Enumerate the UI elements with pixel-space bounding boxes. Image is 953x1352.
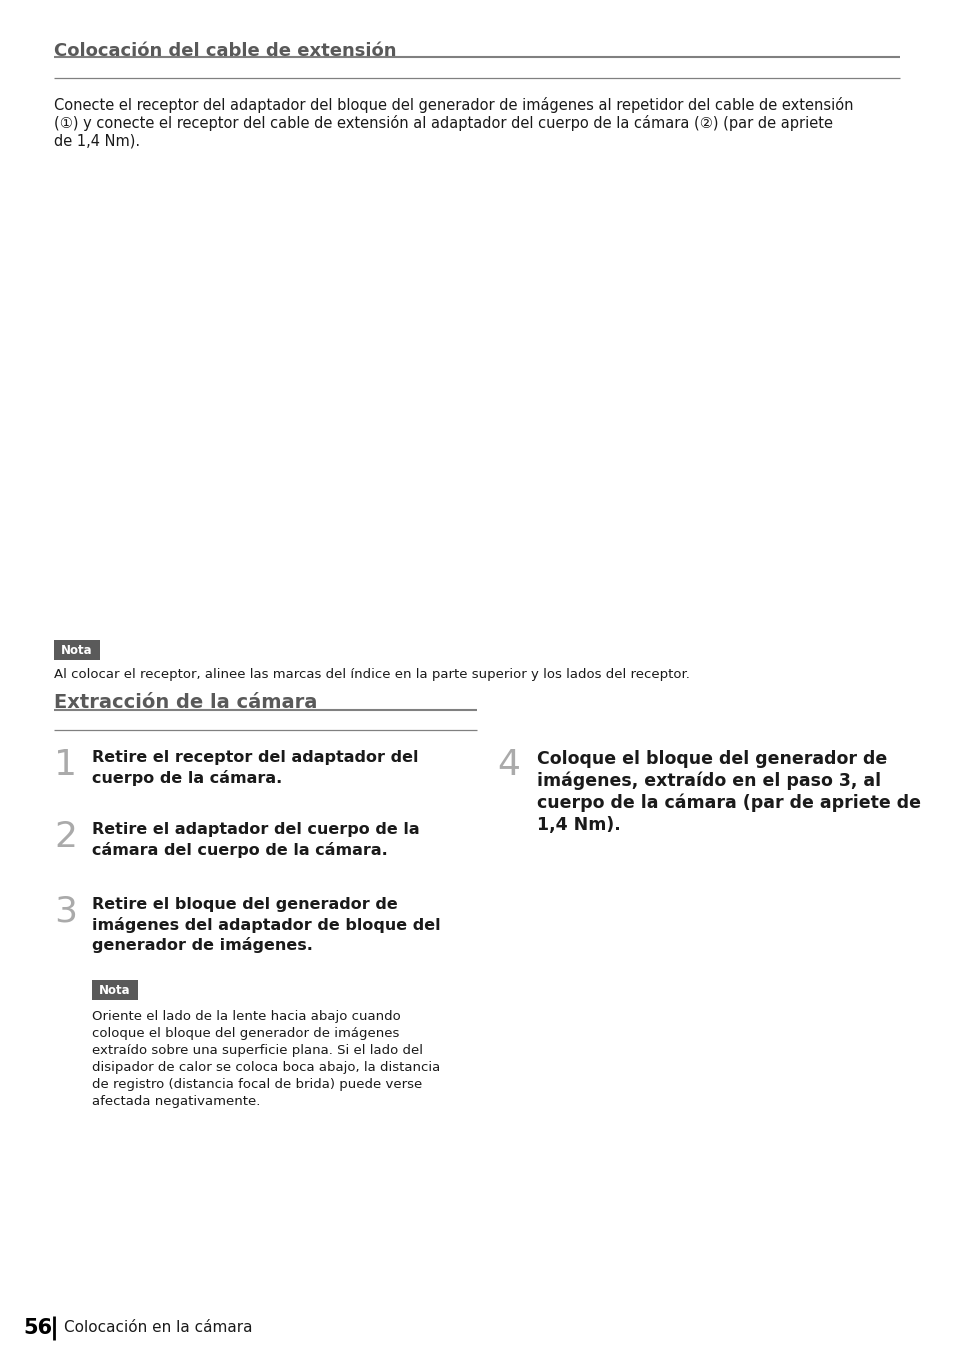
Text: 2: 2: [54, 821, 77, 854]
Text: cuerpo de la cámara (par de apriete de: cuerpo de la cámara (par de apriete de: [537, 794, 920, 813]
Text: disipador de calor se coloca boca abajo, la distancia: disipador de calor se coloca boca abajo,…: [91, 1061, 439, 1073]
Text: cuerpo de la cámara.: cuerpo de la cámara.: [91, 771, 282, 786]
Text: Retire el receptor del adaptador del: Retire el receptor del adaptador del: [91, 750, 418, 765]
Bar: [54, 639, 100, 660]
Text: Al colocar el receptor, alinee las marcas del índice en la parte superior y los : Al colocar el receptor, alinee las marca…: [54, 668, 689, 681]
Text: 1,4 Nm).: 1,4 Nm).: [537, 817, 620, 834]
Text: cámara del cuerpo de la cámara.: cámara del cuerpo de la cámara.: [91, 842, 387, 859]
Text: 56: 56: [24, 1318, 52, 1338]
Text: Extracción de la cámara: Extracción de la cámara: [54, 694, 317, 713]
Text: Coloque el bloque del generador de: Coloque el bloque del generador de: [537, 750, 886, 768]
Bar: [54, 151, 899, 627]
Text: Nota: Nota: [99, 983, 131, 996]
Text: coloque el bloque del generador de imágenes: coloque el bloque del generador de imáge…: [91, 1028, 399, 1040]
Text: 1: 1: [54, 748, 77, 781]
Text: extraído sobre una superficie plana. Si el lado del: extraído sobre una superficie plana. Si …: [91, 1044, 422, 1057]
Text: generador de imágenes.: generador de imágenes.: [91, 937, 313, 953]
Bar: [91, 980, 138, 1000]
Text: (①) y conecte el receptor del cable de extensión al adaptador del cuerpo de la c: (①) y conecte el receptor del cable de e…: [54, 115, 832, 131]
Text: de 1,4 Nm).: de 1,4 Nm).: [54, 132, 140, 147]
Text: 4: 4: [497, 748, 519, 781]
Text: imágenes, extraído en el paso 3, al: imágenes, extraído en el paso 3, al: [537, 772, 881, 791]
Text: Retire el adaptador del cuerpo de la: Retire el adaptador del cuerpo de la: [91, 822, 419, 837]
Text: afectada negativamente.: afectada negativamente.: [91, 1095, 260, 1109]
Text: Nota: Nota: [61, 644, 92, 657]
Text: Retire el bloque del generador de: Retire el bloque del generador de: [91, 896, 397, 913]
Text: de registro (distancia focal de brida) puede verse: de registro (distancia focal de brida) p…: [91, 1078, 422, 1091]
Text: 3: 3: [54, 895, 77, 929]
Text: imágenes del adaptador de bloque del: imágenes del adaptador de bloque del: [91, 917, 440, 933]
Text: Colocación en la cámara: Colocación en la cámara: [64, 1321, 253, 1336]
Text: Conecte el receptor del adaptador del bloque del generador de imágenes al repeti: Conecte el receptor del adaptador del bl…: [54, 97, 853, 114]
Text: Colocación del cable de extensión: Colocación del cable de extensión: [54, 42, 396, 59]
Text: Oriente el lado de la lente hacia abajo cuando: Oriente el lado de la lente hacia abajo …: [91, 1010, 400, 1023]
